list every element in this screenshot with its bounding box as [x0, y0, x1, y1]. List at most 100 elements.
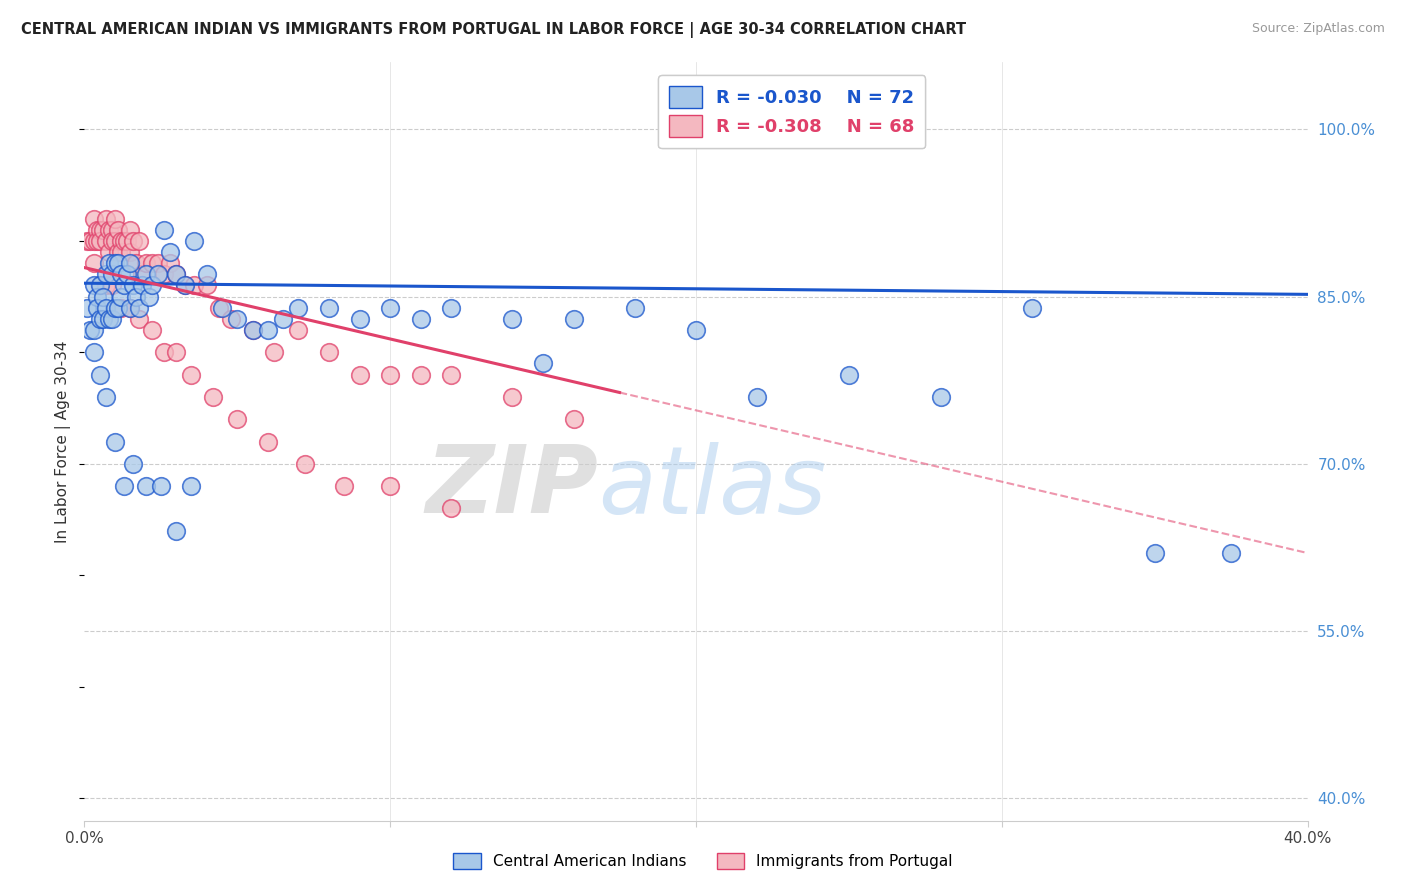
Text: Source: ZipAtlas.com: Source: ZipAtlas.com	[1251, 22, 1385, 36]
Point	[135, 268, 157, 282]
Point	[149, 479, 172, 493]
Point	[263, 345, 285, 359]
Point	[271, 312, 294, 326]
Point	[110, 301, 132, 315]
Point	[502, 390, 524, 404]
Point	[153, 268, 176, 282]
Point	[112, 479, 135, 493]
Point	[79, 323, 101, 337]
Point	[94, 301, 117, 315]
Point	[112, 234, 135, 248]
Point	[183, 278, 205, 293]
Point	[120, 301, 142, 315]
Point	[201, 390, 224, 404]
Point	[135, 479, 157, 493]
Point	[120, 301, 142, 315]
Point	[929, 390, 952, 404]
Point	[141, 323, 163, 337]
Point	[141, 256, 163, 270]
Point	[562, 412, 585, 426]
Point	[562, 312, 585, 326]
Point	[440, 501, 463, 516]
Point	[101, 268, 124, 282]
Point	[94, 234, 117, 248]
Point	[83, 323, 105, 337]
Point	[128, 301, 150, 315]
Point	[76, 301, 98, 315]
Point	[219, 312, 242, 326]
Text: ZIP: ZIP	[425, 441, 598, 533]
Point	[131, 278, 153, 293]
Point	[104, 234, 127, 248]
Point	[86, 290, 108, 304]
Point	[257, 434, 280, 449]
Point	[107, 256, 129, 270]
Point	[120, 244, 142, 259]
Point	[287, 323, 309, 337]
Point	[165, 524, 187, 538]
Point	[165, 268, 187, 282]
Point	[159, 256, 181, 270]
Point	[333, 479, 356, 493]
Point	[257, 323, 280, 337]
Point	[110, 290, 132, 304]
Point	[180, 368, 202, 382]
Point	[318, 345, 340, 359]
Point	[287, 301, 309, 315]
Point	[131, 268, 153, 282]
Point	[83, 256, 105, 270]
Point	[110, 268, 132, 282]
Point	[195, 268, 218, 282]
Point	[107, 244, 129, 259]
Point	[83, 234, 105, 248]
Point	[115, 268, 138, 282]
Point	[101, 223, 124, 237]
Point	[110, 234, 132, 248]
Legend: Central American Indians, Immigrants from Portugal: Central American Indians, Immigrants fro…	[447, 847, 959, 875]
Point	[380, 479, 402, 493]
Point	[180, 479, 202, 493]
Point	[440, 368, 463, 382]
Point	[183, 234, 205, 248]
Point	[122, 457, 145, 471]
Point	[97, 256, 120, 270]
Point	[101, 234, 124, 248]
Point	[125, 256, 148, 270]
Point	[101, 278, 124, 293]
Point	[838, 368, 860, 382]
Text: CENTRAL AMERICAN INDIAN VS IMMIGRANTS FROM PORTUGAL IN LABOR FORCE | AGE 30-34 C: CENTRAL AMERICAN INDIAN VS IMMIGRANTS FR…	[21, 22, 966, 38]
Point	[1220, 546, 1243, 560]
Point	[380, 301, 402, 315]
Point	[79, 234, 101, 248]
Point	[226, 312, 249, 326]
Point	[138, 290, 160, 304]
Point	[91, 290, 114, 304]
Point	[747, 390, 769, 404]
Text: atlas: atlas	[598, 442, 827, 533]
Point	[349, 312, 371, 326]
Point	[409, 368, 432, 382]
Point	[211, 301, 233, 315]
Point	[89, 234, 111, 248]
Point	[89, 312, 111, 326]
Point	[685, 323, 707, 337]
Point	[226, 412, 249, 426]
Point	[91, 312, 114, 326]
Point	[122, 234, 145, 248]
Point	[242, 323, 264, 337]
Point	[165, 345, 187, 359]
Point	[76, 234, 98, 248]
Point	[115, 234, 138, 248]
Point	[242, 323, 264, 337]
Point	[97, 244, 120, 259]
Point	[120, 223, 142, 237]
Point	[122, 278, 145, 293]
Point	[83, 345, 105, 359]
Point	[153, 345, 176, 359]
Point	[153, 223, 176, 237]
Point	[125, 290, 148, 304]
Point	[83, 278, 105, 293]
Point	[349, 368, 371, 382]
Point	[89, 278, 111, 293]
Point	[159, 244, 181, 259]
